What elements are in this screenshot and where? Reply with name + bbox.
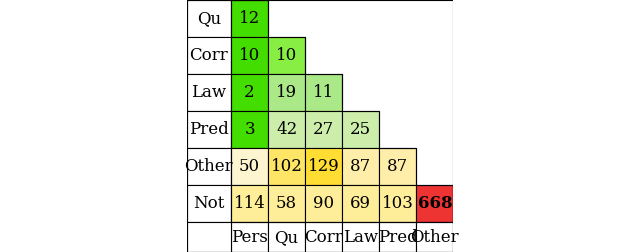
Text: 10: 10 xyxy=(239,47,260,64)
Text: 42: 42 xyxy=(276,121,297,138)
Text: 87: 87 xyxy=(387,158,408,175)
Text: 103: 103 xyxy=(382,195,414,212)
Text: 19: 19 xyxy=(276,84,297,101)
Text: 114: 114 xyxy=(234,195,266,212)
Bar xyxy=(305,222,342,252)
Bar xyxy=(187,222,231,252)
Text: 87: 87 xyxy=(350,158,371,175)
Text: Pred: Pred xyxy=(189,121,228,138)
Bar xyxy=(342,111,380,148)
Bar xyxy=(342,148,380,185)
Text: 129: 129 xyxy=(308,158,340,175)
Bar xyxy=(231,74,268,111)
Bar xyxy=(187,148,231,185)
Text: Corr: Corr xyxy=(189,47,228,64)
Bar xyxy=(305,148,342,185)
Bar xyxy=(187,0,231,37)
Bar xyxy=(380,185,417,222)
Bar xyxy=(187,74,231,111)
Bar xyxy=(187,111,231,148)
Bar xyxy=(268,111,305,148)
Text: Qu: Qu xyxy=(275,229,299,246)
Text: Other: Other xyxy=(411,229,459,246)
Bar xyxy=(268,74,305,111)
Bar xyxy=(231,111,268,148)
Bar xyxy=(268,148,305,185)
Bar xyxy=(305,185,342,222)
Bar xyxy=(268,185,305,222)
Text: Not: Not xyxy=(193,195,225,212)
Bar xyxy=(268,222,305,252)
Bar xyxy=(305,74,342,111)
Bar xyxy=(417,222,453,252)
Text: 25: 25 xyxy=(350,121,371,138)
Text: Law: Law xyxy=(343,229,378,246)
Text: 12: 12 xyxy=(239,10,260,27)
Text: 50: 50 xyxy=(239,158,260,175)
Text: Qu: Qu xyxy=(196,10,221,27)
Text: Law: Law xyxy=(191,84,227,101)
Text: 10: 10 xyxy=(276,47,297,64)
Text: 102: 102 xyxy=(271,158,303,175)
Text: Pred: Pred xyxy=(378,229,418,246)
Text: 58: 58 xyxy=(276,195,297,212)
Bar xyxy=(231,0,268,37)
Text: 3: 3 xyxy=(244,121,255,138)
Text: 668: 668 xyxy=(417,195,452,212)
Bar xyxy=(231,148,268,185)
Text: 27: 27 xyxy=(313,121,334,138)
Bar xyxy=(305,111,342,148)
Bar xyxy=(231,185,268,222)
Bar xyxy=(231,37,268,74)
Text: 2: 2 xyxy=(244,84,255,101)
Bar xyxy=(342,185,380,222)
Text: Pers: Pers xyxy=(231,229,268,246)
Text: 90: 90 xyxy=(313,195,334,212)
Bar xyxy=(380,148,417,185)
Bar xyxy=(380,222,417,252)
Text: Corr: Corr xyxy=(305,229,343,246)
Bar xyxy=(187,37,231,74)
Text: 11: 11 xyxy=(313,84,334,101)
Bar xyxy=(268,37,305,74)
Bar xyxy=(187,185,231,222)
Bar xyxy=(342,222,380,252)
Bar xyxy=(231,222,268,252)
Text: 69: 69 xyxy=(350,195,371,212)
Bar xyxy=(417,185,453,222)
Text: Other: Other xyxy=(184,158,233,175)
